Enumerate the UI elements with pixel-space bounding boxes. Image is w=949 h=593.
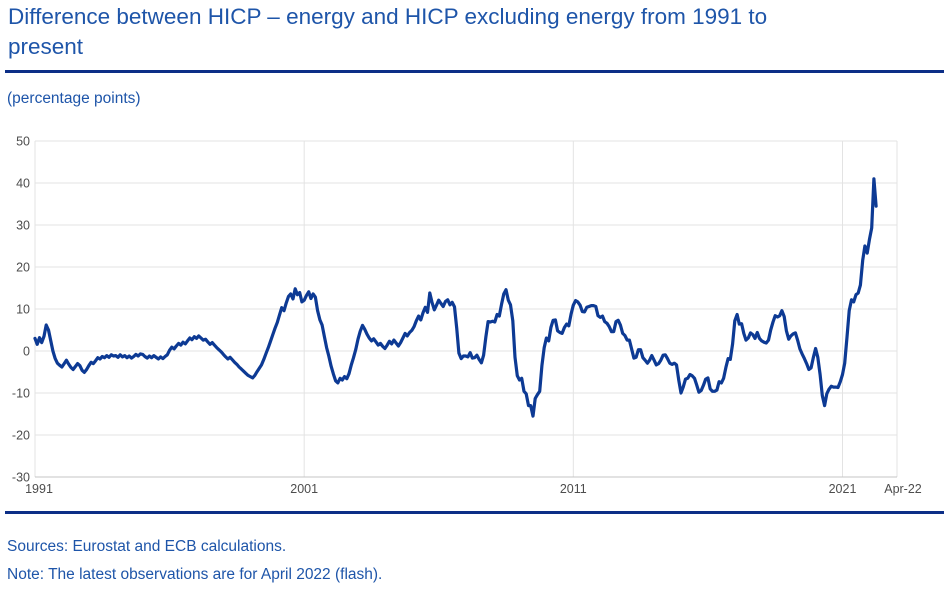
y-axis-label: 0 [23, 345, 30, 359]
x-axis-label: 2001 [290, 482, 318, 496]
chart-title: Difference between HICP – energy and HIC… [8, 4, 768, 59]
x-axis-label: 1991 [25, 482, 53, 496]
title-divider [5, 70, 944, 73]
note-text: Note: The latest observations are for Ap… [7, 566, 383, 583]
y-axis-label: -30 [12, 471, 30, 485]
y-axis-label: 30 [16, 219, 30, 233]
series-line [33, 177, 878, 418]
unit-label: (percentage points) [7, 90, 141, 107]
x-axis-label: 2011 [560, 482, 587, 496]
y-axis-label: 10 [16, 303, 30, 317]
sources-text: Sources: Eurostat and ECB calculations. [7, 538, 287, 555]
y-axis-label: 50 [16, 135, 30, 149]
x-axis-label: Apr-22 [884, 482, 922, 496]
y-axis-label: -10 [12, 387, 30, 401]
y-axis-label: 20 [16, 261, 30, 275]
y-axis-label: -20 [12, 429, 30, 443]
x-axis-label: 2021 [829, 482, 857, 496]
footer-divider [5, 511, 944, 514]
y-axis-label: 40 [16, 177, 30, 191]
